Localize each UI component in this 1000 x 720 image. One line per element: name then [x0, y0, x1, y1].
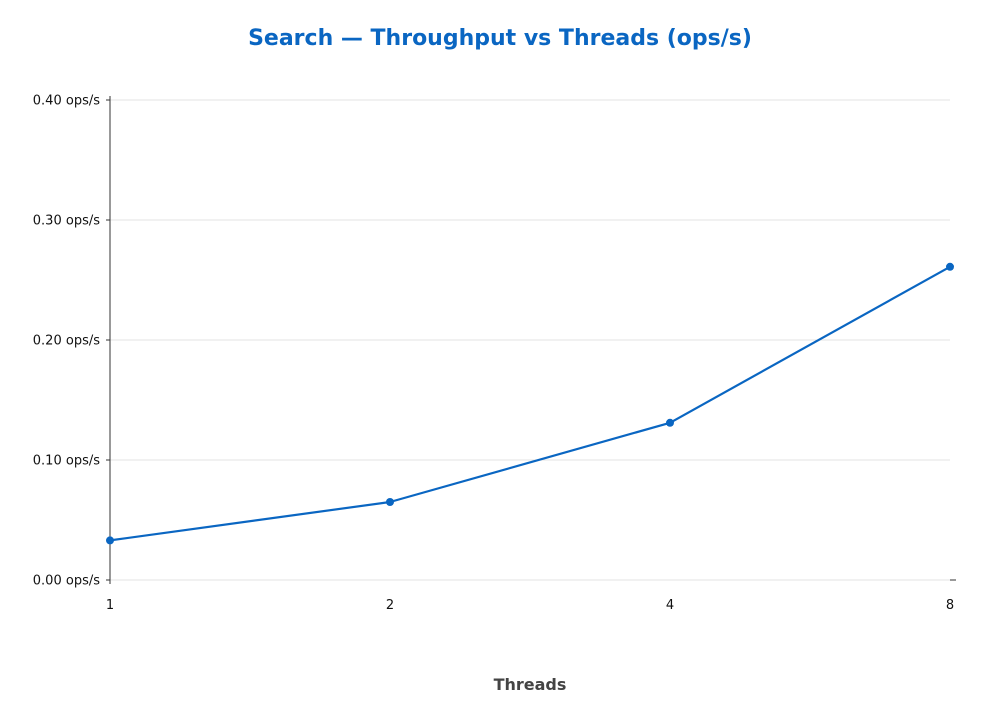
x-tick-label: 1 — [106, 598, 114, 613]
chart-title: Search — Throughput vs Threads (ops/s) — [248, 26, 752, 51]
x-tick-labels: 1 2 4 8 — [106, 598, 954, 613]
data-point — [666, 418, 674, 427]
y-tick-label: 0.30 ops/s — [33, 214, 100, 229]
series — [106, 262, 954, 545]
y-tick-labels: 0.00 ops/s 0.10 ops/s 0.20 ops/s 0.30 ops/s… — [33, 94, 110, 589]
series-line — [109, 265, 951, 542]
data-point — [386, 498, 394, 506]
data-point — [106, 536, 114, 545]
y-tick-label: 0.40 ops/s — [33, 94, 100, 109]
x-axis-label: Threads — [494, 675, 567, 694]
y-tick-label: 0.00 ops/s — [33, 574, 100, 589]
x-tick-label: 8 — [946, 598, 954, 613]
x-tick-label: 4 — [666, 598, 674, 613]
x-tick-label: 2 — [386, 598, 394, 613]
grid-lines — [110, 99, 950, 581]
y-tick-label: 0.20 ops/s — [33, 334, 100, 349]
y-tick-label: 0.10 ops/s — [33, 454, 100, 469]
data-point — [946, 262, 954, 271]
